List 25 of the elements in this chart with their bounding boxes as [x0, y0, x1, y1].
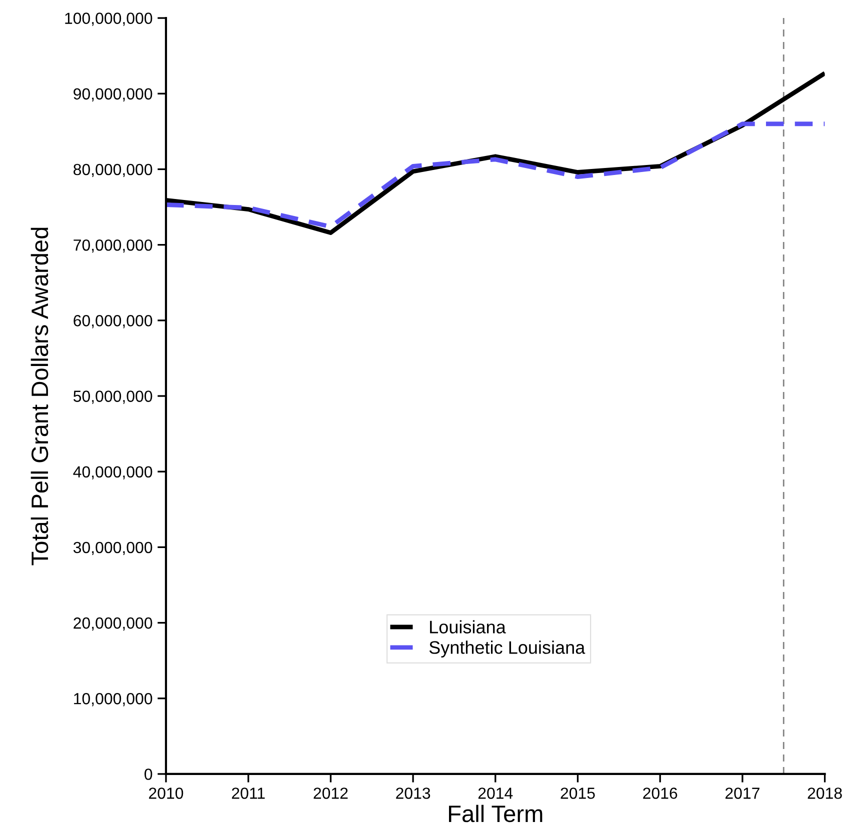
y-tick-label: 10,000,000: [74, 693, 152, 706]
legend-label: Louisiana: [430, 620, 506, 634]
y-tick-label: 60,000,000: [74, 315, 152, 328]
legend-label: Synthetic Louisiana: [429, 640, 586, 658]
x-tick-label: 2012: [314, 788, 348, 799]
x-tick-label: 2011: [232, 788, 265, 799]
y-tick-label: 90,000,000: [74, 88, 152, 102]
y-tick-label: 20,000,000: [74, 617, 152, 631]
y-tick-label: 30,000,000: [73, 542, 152, 556]
x-tick-label: 2014: [478, 788, 513, 799]
y-tick-label: 80,000,000: [74, 164, 152, 178]
y-tick-label: 50,000,000: [73, 390, 152, 404]
x-tick-label: 2017: [725, 788, 760, 799]
x-tick-label: 2013: [396, 788, 430, 799]
x-tick-label: 2010: [149, 788, 184, 799]
x-axis-title: Fall Term: [449, 804, 542, 822]
y-tick-label: 100,000,000: [65, 12, 152, 26]
y-axis-title: Total Pell Grant Dollars Awarded: [30, 228, 48, 566]
line-series: [166, 122, 825, 229]
y-tick-label: 40,000,000: [73, 466, 152, 480]
x-tick-label: 2015: [560, 788, 595, 799]
y-tick-label: 70,000,000: [74, 239, 152, 253]
x-tick-label: 2018: [808, 788, 842, 799]
y-tick-label: 0: [144, 768, 152, 780]
x-tick-label: 2016: [643, 788, 678, 799]
